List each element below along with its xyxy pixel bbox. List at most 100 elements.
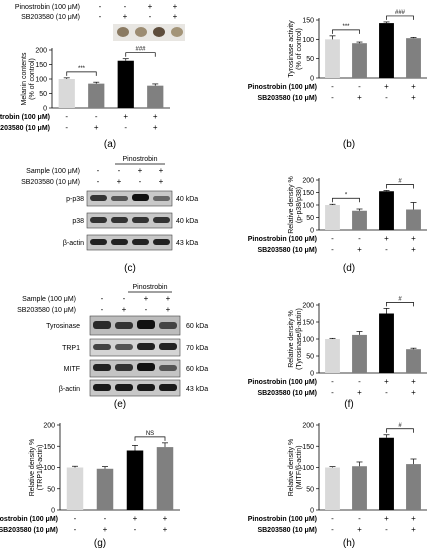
a-sign: + — [148, 2, 153, 11]
bar — [406, 464, 421, 510]
significance-label: # — [398, 296, 402, 302]
treat-sign: - — [74, 514, 77, 523]
c-sign: + — [138, 166, 143, 175]
blot-band — [115, 322, 133, 329]
significance-bracket — [134, 436, 166, 441]
significance-label: NS — [146, 431, 154, 437]
significance-label: # — [398, 179, 402, 185]
blot-kda-label: 40 kDa — [176, 218, 198, 225]
e-sign: + — [144, 294, 149, 303]
chart-h: 0 50 100 150 200 Relative density %(MITF/β-ac… — [248, 423, 427, 534]
treat-sign: + — [123, 112, 128, 121]
panel-g: 0 50 100 150 200 Relative density %(TRP1/β-ac… — [0, 410, 215, 550]
treat-sb-label-e: SB203580 (10 μM) — [17, 307, 76, 314]
significance-label: ### — [135, 47, 146, 53]
y-tick-label: 0 — [43, 106, 47, 113]
y-axis-label-line: (% of control) — [29, 58, 36, 100]
blot-band — [93, 321, 111, 329]
y-tick-label: 100 — [302, 337, 314, 344]
y-tick-label: 200 — [302, 423, 314, 430]
pellet-image — [135, 27, 147, 37]
bar — [406, 349, 421, 373]
treat-sign: - — [124, 123, 127, 132]
y-tick-label: 150 — [302, 444, 314, 451]
treat-sign: + — [411, 93, 416, 102]
blot-kda-label: 43 kDa — [186, 386, 208, 393]
treat-pino-label: Pinostrobin (100 μM) — [248, 84, 317, 91]
bar — [325, 205, 340, 230]
blot-band — [111, 239, 128, 245]
blot-band — [137, 384, 155, 391]
y-tick-label: 100 — [302, 465, 314, 472]
panel-label-e: (e) — [114, 399, 126, 410]
significance-label: *** — [78, 66, 86, 72]
c-sign: - — [97, 177, 100, 186]
blot-strip — [86, 212, 173, 229]
treat-sign: + — [384, 82, 389, 91]
panel-c-svg: Pinostrobin Sample (100 μM) SB203580 (10… — [21, 156, 198, 274]
panel-a: Pinostrobin (100 μM) SB203580 (10 μM) - … — [0, 0, 215, 150]
treat-sign: - — [65, 123, 68, 132]
blot-band — [159, 322, 177, 329]
panel-c: Pinostrobin Sample (100 μM) SB203580 (10… — [0, 150, 215, 305]
treat-sign: - — [95, 112, 98, 121]
blot-band — [132, 194, 149, 201]
panel-h-svg: 0 50 100 150 200 Relative density %(MITF/β-ac… — [248, 423, 427, 549]
significance-label: *** — [342, 24, 350, 30]
treat-sign: - — [385, 93, 388, 102]
y-tick-label: 200 — [302, 303, 314, 310]
blot-band — [115, 384, 133, 391]
y-axis-label-line: Melanin contents — [21, 52, 28, 105]
y-tick-label: 150 — [35, 62, 47, 69]
panel-h: 0 50 100 150 200 Relative density %(MITF/β-ac… — [219, 410, 438, 550]
significance-bracket — [386, 184, 414, 189]
treat-sb-label-a: SB203580 (10 μM) — [21, 14, 80, 21]
treat-sign: - — [331, 93, 334, 102]
blot-band — [132, 239, 149, 245]
significance-bracket — [66, 71, 97, 76]
blot-band — [153, 196, 170, 201]
treat-sb-label: SB203580 (10 μM) — [0, 527, 58, 534]
significance-bracket — [386, 428, 414, 433]
treat-sign: - — [358, 82, 361, 91]
e-sign: + — [166, 305, 171, 314]
treat-pino-label: Pinostrobin (100 μM) — [0, 516, 58, 523]
bar — [96, 468, 114, 510]
c-sign: + — [159, 166, 164, 175]
significance-bracket — [332, 29, 360, 34]
blot-band — [93, 384, 111, 391]
c-sign: - — [97, 166, 100, 175]
a-sign: + — [173, 2, 178, 11]
treat-pino-label: Pinostrobin (100 μM) — [0, 114, 50, 121]
pellet-image — [153, 27, 165, 37]
treat-sign: + — [411, 388, 416, 397]
panel-e-svg: Pinostrobin Sample (100 μM) SB203580 (10… — [17, 284, 208, 410]
treat-sb-label: SB203580 (10 μM) — [0, 125, 50, 132]
bar — [352, 334, 367, 373]
panel-f: 0 50 100 150 200 Relative density %(Tyrosinas… — [219, 280, 438, 410]
blot-band — [93, 364, 111, 371]
significance-bracket — [125, 52, 156, 57]
bar — [58, 79, 75, 108]
treat-sign: - — [358, 514, 361, 523]
blot-protein-label: p-p38 — [66, 196, 84, 203]
blot-band — [115, 364, 133, 371]
bar — [379, 313, 394, 373]
blot-band — [159, 365, 177, 371]
significance-label: * — [345, 192, 348, 198]
y-tick-label: 100 — [302, 203, 314, 210]
e-sign: - — [123, 294, 126, 303]
bar — [379, 23, 394, 78]
blot-strip — [89, 315, 181, 336]
treat-sign: - — [331, 82, 334, 91]
y-tick-label: 200 — [35, 48, 47, 55]
significance-label: ### — [395, 10, 406, 16]
treat-sb-label: SB203580 (10 μM) — [257, 247, 317, 254]
treat-sign: + — [357, 525, 362, 534]
bar — [325, 339, 340, 373]
blot-kda-label: 43 kDa — [176, 240, 198, 247]
y-axis-label-line: Relative density % — [288, 176, 295, 234]
blot-band — [137, 343, 155, 350]
